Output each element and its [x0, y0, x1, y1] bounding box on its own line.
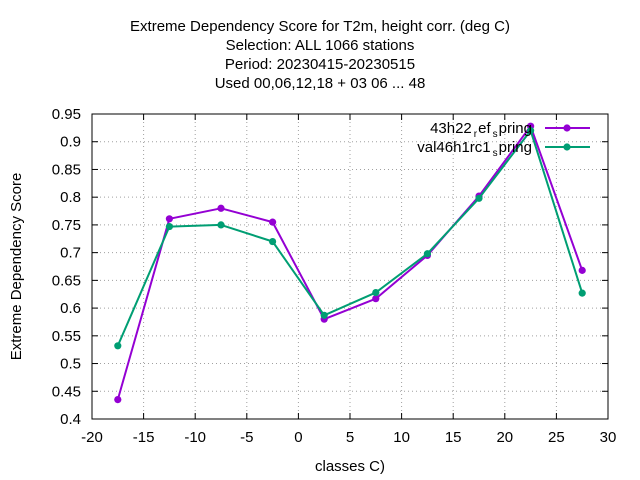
y-tick-label: 0.7: [60, 245, 81, 262]
x-tick-label: -10: [184, 429, 206, 446]
data-point: [114, 395, 122, 404]
data-point: [165, 215, 173, 223]
title-line-3: Period: 20230415-20230515: [224, 56, 416, 73]
series-group: [114, 122, 586, 404]
title-line-2: Selection: ALL 1066 stations: [225, 37, 415, 54]
y-tick-label: 0.4: [60, 411, 81, 428]
grid-lines: [92, 114, 608, 419]
x-tick-label: -5: [240, 429, 253, 446]
data-point: [320, 311, 328, 319]
x-tick-label: 25: [548, 429, 565, 446]
x-tick-label: 30: [600, 429, 617, 446]
data-point: [527, 127, 535, 135]
x-tick-label: 5: [346, 429, 354, 446]
series-line-1: [116, 125, 584, 400]
y-tick-label: 0.9: [60, 134, 81, 151]
y-axis-label: Extreme Dependency Score: [8, 173, 25, 361]
data-point: [372, 288, 380, 297]
data-point: [217, 204, 225, 212]
legend-swatch-marker: [563, 124, 571, 132]
y-tick-label: 0.6: [60, 300, 81, 317]
data-point: [578, 266, 586, 274]
legend-label-2: val46h1rc1 spring: [417, 139, 532, 159]
x-tick-label: 10: [393, 429, 410, 446]
data-point: [372, 295, 380, 303]
title-line-4: Used 00,06,12,18 + 03 06 ... 48: [214, 75, 426, 92]
y-tick-label: 0.55: [52, 328, 81, 345]
x-axis-label: classes C): [315, 458, 385, 475]
data-point: [269, 237, 277, 246]
x-tick-label: -20: [81, 429, 103, 446]
data-point: [423, 250, 431, 258]
legend-label-1: 43h22 ref spring: [430, 120, 532, 140]
data-point: [578, 289, 586, 297]
title-line-1: Extreme Dependency Score for T2m, height…: [130, 18, 510, 35]
y-tick-label: 0.5: [60, 356, 81, 373]
x-tick-label: -15: [133, 429, 155, 446]
y-tick-label: 0.85: [52, 161, 81, 178]
y-tick-label: 0.65: [52, 272, 81, 289]
y-tick-label: 0.8: [60, 189, 81, 206]
y-tick-label: 0.45: [52, 383, 81, 400]
data-point: [475, 194, 483, 202]
y-tick-label: 0.75: [52, 217, 81, 234]
data-point: [114, 342, 122, 350]
axis-ticks: -20 -15 -10 -5 0 5 10 15 20 25 30 0.4 0.45 0.5 0.55 0.6…: [52, 106, 617, 446]
plot-frame: [91, 113, 609, 420]
y-tick-label: 0.95: [52, 106, 81, 123]
legend-swatch-marker: [563, 143, 571, 151]
data-point: [165, 222, 173, 231]
x-tick-label: 0: [294, 429, 302, 446]
x-tick-label: 20: [496, 429, 513, 446]
series-line-2: [116, 129, 584, 347]
data-point: [217, 221, 225, 229]
data-point: [269, 218, 277, 226]
x-tick-label: 15: [445, 429, 462, 446]
